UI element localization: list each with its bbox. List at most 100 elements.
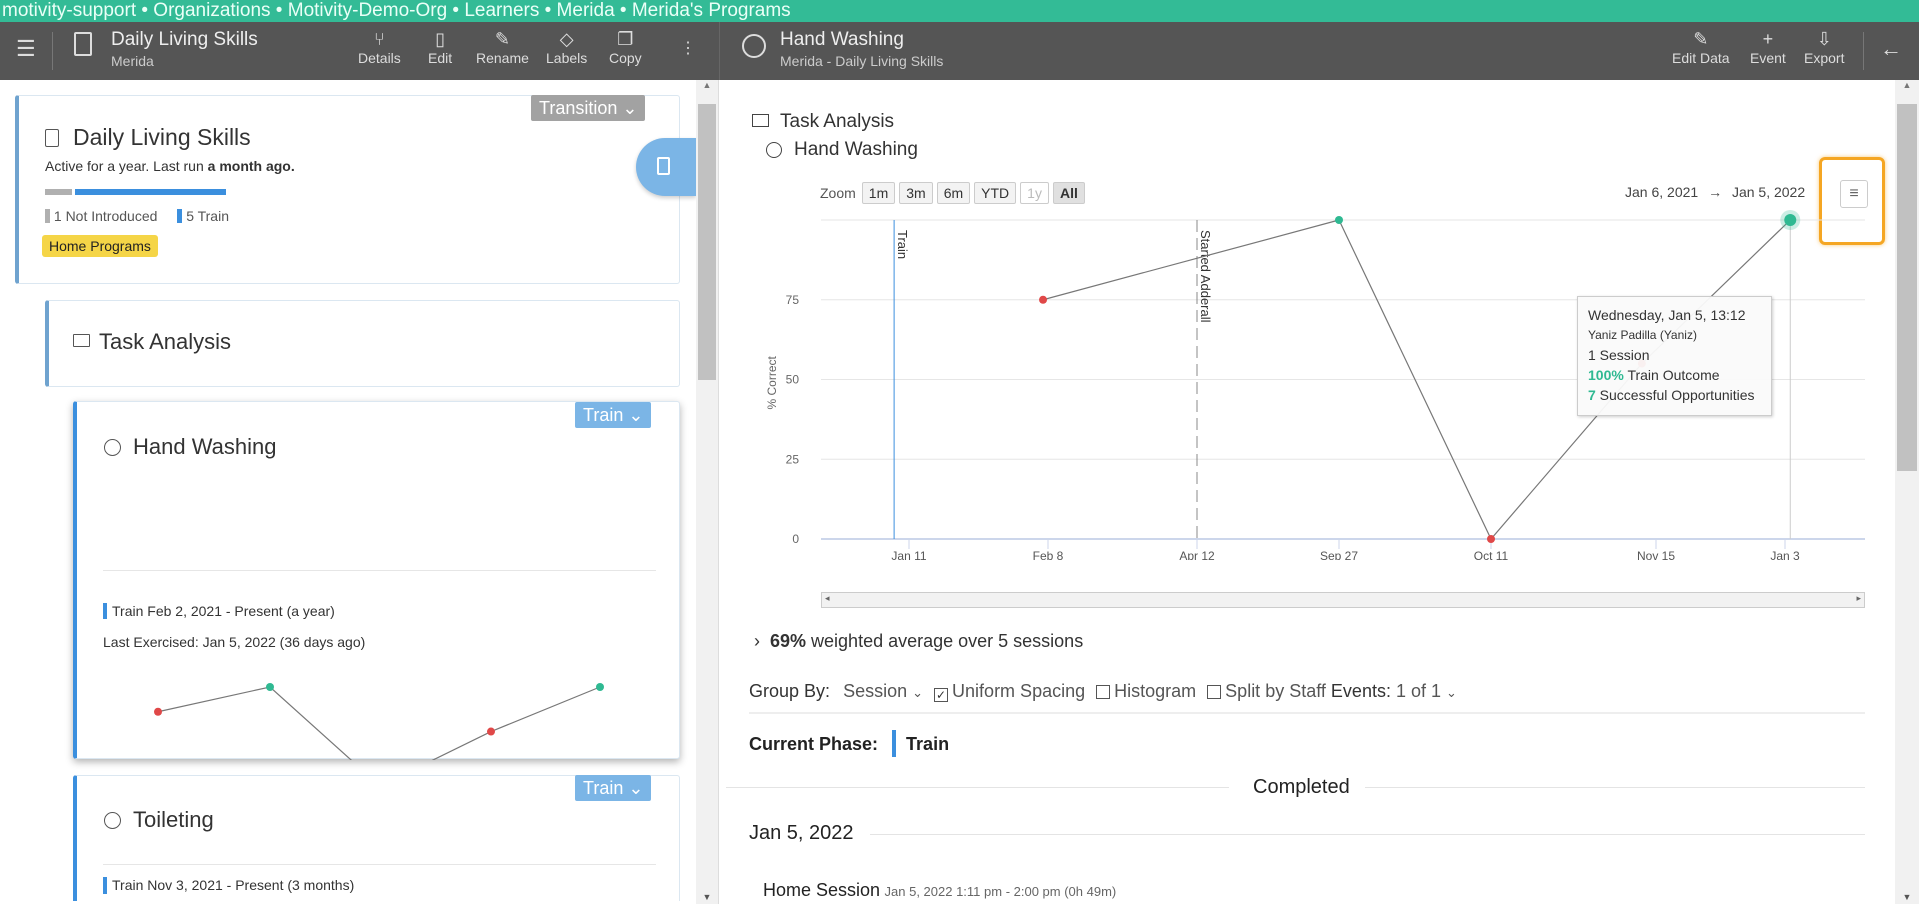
phase-dropdown[interactable]: Train ⌄ xyxy=(575,775,652,801)
rename-label: Rename xyxy=(476,50,529,66)
chart-menu-button[interactable]: ≡ xyxy=(1840,180,1868,208)
range-start[interactable]: Jan 6, 2021 xyxy=(1625,184,1699,200)
completed-heading: Completed xyxy=(1253,776,1350,798)
phase-dropdown[interactable]: Train ⌄ xyxy=(575,402,652,428)
edit-file-icon: ▯ xyxy=(435,29,446,49)
edit-label: Edit xyxy=(428,50,453,66)
events-label: Events: xyxy=(1330,681,1391,701)
y-tick-label: 25 xyxy=(786,452,800,466)
tooltip-outcome: 100% Train Outcome xyxy=(1588,365,1761,385)
edit-data-button[interactable]: ✎ Edit Data xyxy=(1672,28,1730,66)
scroll-down-icon[interactable]: ▼ xyxy=(1902,892,1912,902)
notes-fab[interactable] xyxy=(636,138,696,196)
outcome-text: Train Outcome xyxy=(1623,367,1720,383)
hamburger-icon: ≡ xyxy=(1849,185,1859,202)
right-scrollbar[interactable]: ▲ ▼ xyxy=(1895,80,1919,904)
scroll-right-icon[interactable]: ▸ xyxy=(1856,593,1861,603)
event-label: Event xyxy=(1750,50,1786,66)
uniform-spacing-checkbox[interactable]: ✓ xyxy=(934,688,949,702)
event-button[interactable]: + Event xyxy=(1750,28,1786,66)
y-axis-label: % Correct xyxy=(765,355,779,409)
left-scrollbar[interactable]: ▲ ▼ xyxy=(696,80,718,904)
uniform-spacing-label: Uniform Spacing xyxy=(952,681,1086,701)
divider xyxy=(52,32,53,70)
labels-button[interactable]: ◇ Labels xyxy=(546,28,587,66)
program-status: Active for a year. Last run a month ago. xyxy=(45,158,295,174)
chevron-right-icon: › xyxy=(754,631,760,651)
current-phase-label: Current Phase: xyxy=(749,734,879,754)
tooltip-date: Wednesday, Jan 5, 13:12 xyxy=(1588,307,1746,323)
outcome-pct: 100% xyxy=(1588,367,1624,383)
x-tick-label: Nov 15 xyxy=(1637,549,1675,560)
home-programs-badge[interactable]: Home Programs xyxy=(42,235,158,257)
left-header-subtitle: Merida xyxy=(111,53,154,69)
divider xyxy=(1365,787,1865,788)
scroll-thumb[interactable] xyxy=(698,104,716,380)
copy-button[interactable]: ❐ Copy xyxy=(609,28,642,66)
details-button[interactable]: ⑂ Details xyxy=(358,28,401,66)
transition-dropdown[interactable]: Transition ⌄ xyxy=(531,95,646,121)
folder-icon xyxy=(752,114,769,127)
zoom-ytd-button[interactable]: YTD xyxy=(974,182,1017,204)
zoom-3m-button[interactable]: 3m xyxy=(899,182,933,204)
zoom-1y-button[interactable]: 1y xyxy=(1020,182,1049,204)
group-by-select[interactable]: Session ⌄ xyxy=(843,681,923,701)
crosshair-icon xyxy=(104,439,121,456)
target-card-hand-washing[interactable]: Train ⌄ Hand Washing Train Feb 2, 2021 -… xyxy=(73,401,680,760)
scroll-up-icon[interactable]: ▲ xyxy=(702,80,712,90)
y-tick-label: 75 xyxy=(786,293,800,307)
zoom-all-button[interactable]: All xyxy=(1052,182,1085,204)
copy-icon: ❐ xyxy=(617,29,634,49)
target-card-toileting[interactable]: Train ⌄ Toileting Train Nov 3, 2021 - Pr… xyxy=(73,775,680,901)
folder-card[interactable]: Task Analysis xyxy=(45,300,680,387)
more-icon[interactable]: ⋮ xyxy=(680,40,696,57)
export-button[interactable]: ⇩ Export xyxy=(1804,28,1844,66)
program-card[interactable]: Transition ⌄ Daily Living Skills Active … xyxy=(15,95,680,284)
split-by-staff-checkbox[interactable] xyxy=(1207,685,1222,699)
session-title: Home Session xyxy=(763,880,881,900)
data-point xyxy=(266,683,274,691)
x-tick-label: Oct 11 xyxy=(1474,549,1509,560)
opps-text: Successful Opportunities xyxy=(1595,387,1755,403)
events-select[interactable]: 1 of 1 ⌄ xyxy=(1396,681,1457,701)
scroll-up-icon[interactable]: ▲ xyxy=(1902,80,1912,90)
target-title: Toileting xyxy=(133,807,214,832)
phase-label: Train xyxy=(583,405,624,425)
events-value: 1 of 1 xyxy=(1395,681,1442,701)
legend-not-introduced: 1 Not Introduced xyxy=(53,208,158,224)
arrow-right-icon: → xyxy=(1708,184,1723,200)
session-row[interactable]: Home Session Jan 5, 2022 1:11 pm - 2:00 … xyxy=(763,880,1116,901)
document-icon xyxy=(45,129,59,147)
scroll-thumb[interactable] xyxy=(1897,104,1917,471)
menu-icon[interactable]: ☰ xyxy=(16,36,36,61)
details-label: Details xyxy=(358,50,401,66)
data-point xyxy=(596,683,604,691)
breadcrumb[interactable]: motivity-support • Organizations • Motiv… xyxy=(0,0,1919,22)
chart-navigator-scrollbar[interactable]: ◂ ▸ xyxy=(821,592,1865,608)
edit-button[interactable]: ▯ Edit xyxy=(428,28,452,66)
divider xyxy=(103,570,656,571)
copy-label: Copy xyxy=(609,50,642,66)
status-text: Active for a year. Last run xyxy=(45,158,208,174)
phase-text: Train Nov 3, 2021 - Present (3 months) xyxy=(103,877,354,894)
rename-button[interactable]: ✎ Rename xyxy=(476,28,529,66)
chevron-down-icon: ⌄ xyxy=(1446,685,1457,700)
zoom-6m-button[interactable]: 6m xyxy=(936,182,971,204)
x-tick-label: Jan 3 xyxy=(1770,549,1800,560)
summary-toggle[interactable]: › 69% weighted average over 5 sessions xyxy=(754,631,1083,652)
histogram-checkbox[interactable] xyxy=(1096,685,1111,699)
chart-tooltip: Wednesday, Jan 5, 13:12 Yaniz Padilla (Y… xyxy=(1577,296,1772,416)
last-exercised: Last Exercised: Jan 5, 2022 (36 days ago… xyxy=(103,634,366,650)
scroll-left-icon[interactable]: ◂ xyxy=(825,593,830,603)
export-label: Export xyxy=(1804,50,1845,66)
date-heading: Jan 5, 2022 xyxy=(749,822,854,844)
range-end[interactable]: Jan 5, 2022 xyxy=(1731,184,1806,200)
scroll-down-icon[interactable]: ▼ xyxy=(702,892,712,902)
program-list-panel: Transition ⌄ Daily Living Skills Active … xyxy=(0,80,719,904)
zoom-controls: Zoom 1m 3m 6m YTD 1y All xyxy=(820,182,1089,204)
back-arrow-icon[interactable]: ← xyxy=(1880,36,1902,61)
zoom-1m-button[interactable]: 1m xyxy=(861,182,896,204)
detail-folder: Task Analysis xyxy=(780,111,895,132)
detail-panel: Task Analysis Hand Washing Zoom 1m 3m 6m YTD… xyxy=(720,80,1919,904)
histogram-label: Histogram xyxy=(1114,681,1197,701)
